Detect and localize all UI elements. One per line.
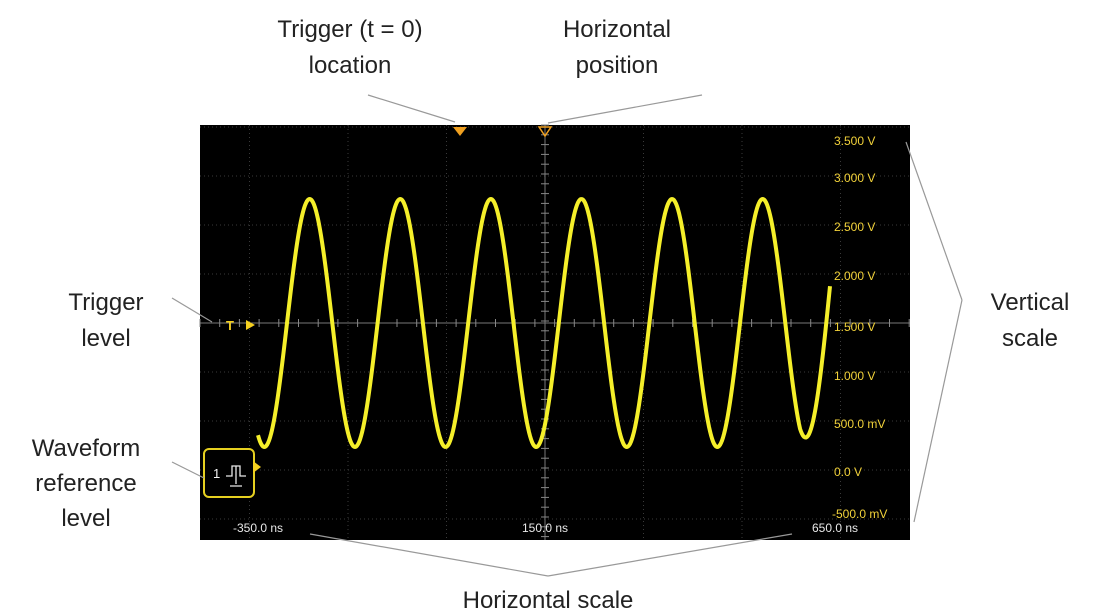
reference-level-marker [253,461,261,473]
h-scale-label: 650.0 ns [812,521,858,535]
annotation: Vertical [991,289,1070,316]
h-scale-label: 150.0 ns [522,521,568,535]
annotation: reference [35,470,136,497]
trigger-location-marker [453,127,467,136]
annotation: Waveform [32,435,140,462]
v-scale-label: 0.0 V [834,465,862,479]
trigger-level-marker [246,320,255,330]
v-scale-label: 2.500 V [834,220,875,234]
annotation: Trigger [68,289,143,316]
annotation: Trigger (t = 0) [277,16,422,43]
v-scale-label: 3.500 V [834,134,875,148]
annotation: location [309,52,392,79]
leader-line [547,533,793,577]
v-scale-label: 500.0 mV [834,417,885,431]
leader-line [309,533,549,577]
v-scale-label: 1.000 V [834,369,875,383]
channel-label: 1 [213,466,220,481]
annotation: Horizontal [563,16,671,43]
annotation: scale [1002,325,1058,352]
leader-line [171,461,205,479]
trigger-marker-label: T [226,318,234,333]
vertical-scale-labels: 3.500 V 3.000 V 2.500 V 2.000 V 1.500 V 1.000… [832,134,887,521]
leader-line [547,94,703,124]
leader-line [913,299,963,523]
annotation: Horizontal scale [463,587,634,614]
leader-line [367,94,456,123]
v-scale-label: -500.0 mV [832,507,887,521]
horizontal-position-marker [537,126,553,138]
scope-screen [200,125,910,540]
channel-reference-box [203,448,255,498]
annotation: position [576,52,659,79]
trigger-icon [226,465,246,487]
v-scale-label: 1.500 V [834,320,875,334]
v-scale-label: 2.000 V [834,269,875,283]
annotation: level [81,325,130,352]
waveform [256,197,832,449]
v-scale-label: 3.000 V [834,171,875,185]
leader-line [905,141,963,301]
leader-line [171,297,213,323]
h-scale-label: -350.0 ns [233,521,283,535]
annotation: level [61,505,110,532]
